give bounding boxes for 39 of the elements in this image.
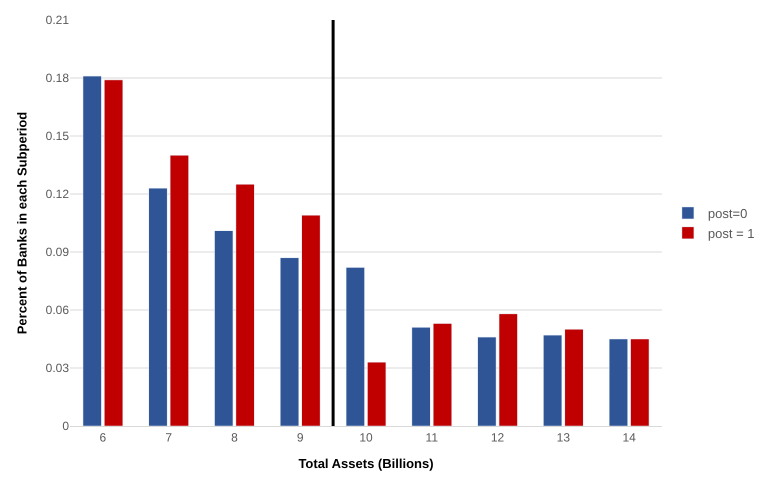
x-tick-label: 12 (490, 430, 505, 444)
x-tick-label: 7 (165, 430, 172, 444)
bar (170, 155, 189, 426)
bar (346, 267, 365, 426)
bar (630, 338, 650, 426)
x-tick-label: 8 (231, 430, 238, 444)
x-tick-label: 13 (556, 430, 570, 444)
bar (148, 188, 168, 426)
bar (367, 362, 386, 426)
y-tick-label: 0.21 (46, 13, 70, 28)
y-tick-label: 0 (62, 419, 70, 434)
y-tick-label: 0.03 (46, 361, 70, 376)
x-axis-title: Total Assets (Billions) (298, 456, 434, 471)
x-tick-label: 11 (426, 430, 438, 444)
x-tick-label: 10 (359, 430, 373, 444)
bar (564, 329, 584, 426)
y-tick-label: 0.12 (46, 187, 70, 202)
bar (301, 215, 320, 426)
y-axis-title: Percent of Banks in each Subperiod (14, 112, 30, 334)
x-tick-label: 14 (622, 430, 636, 444)
bar (412, 327, 431, 426)
bar (543, 334, 562, 426)
bar (498, 314, 518, 426)
y-tick-label: 0.15 (46, 129, 70, 144)
bar (236, 184, 255, 426)
x-tick-label: 9 (296, 430, 304, 444)
legend-label: post = 1 (708, 226, 755, 241)
bar (280, 258, 299, 426)
x-tick-label: 6 (100, 430, 107, 444)
legend-label: post=0 (708, 206, 748, 222)
bar (214, 230, 234, 426)
bar (82, 76, 102, 426)
y-tick-label: 0.18 (46, 71, 70, 86)
bar (608, 338, 628, 426)
bar (477, 336, 496, 426)
y-tick-label: 0.06 (46, 303, 70, 318)
y-tick-label: 0.09 (46, 245, 70, 260)
bar (433, 323, 452, 426)
bar (104, 80, 124, 426)
